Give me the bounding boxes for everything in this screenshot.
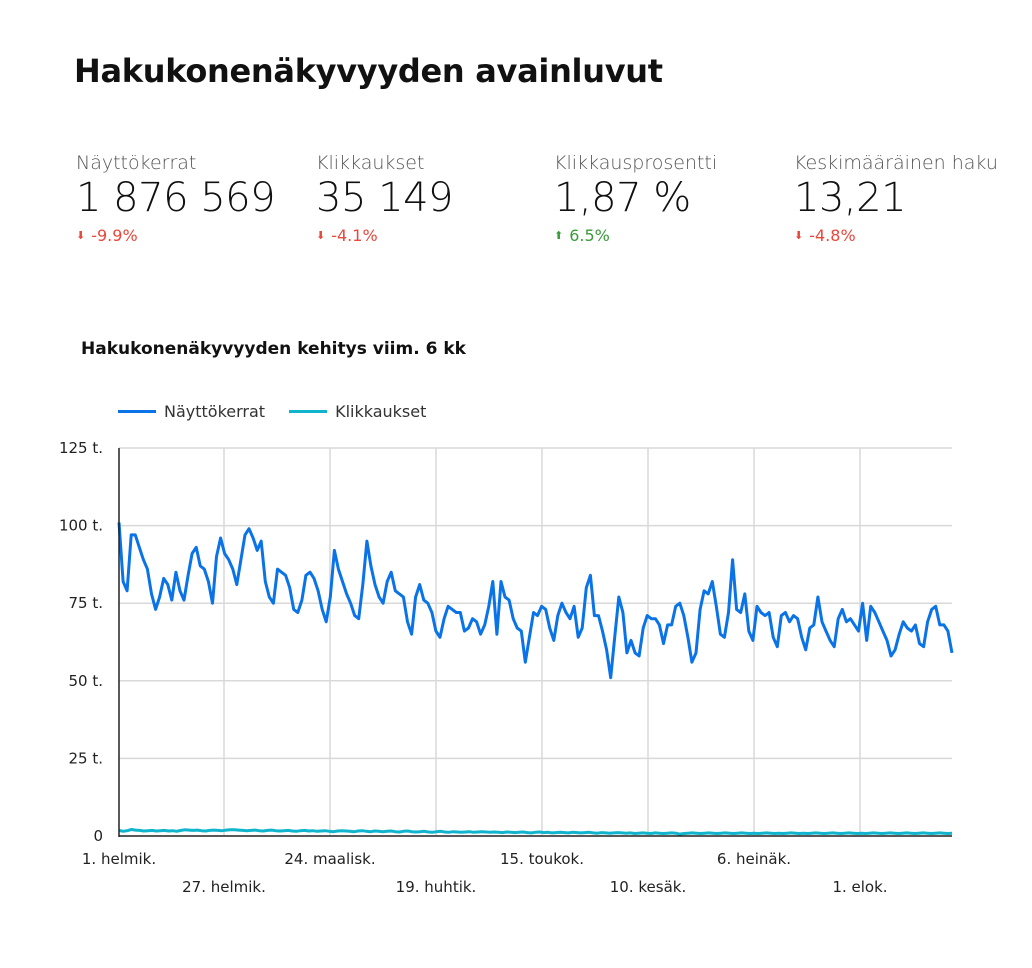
kpi-change-value: -4.1% [331,226,378,245]
x-tick-label: 24. maalisk. [284,850,375,868]
kpi-label: Klikkaukset [316,152,425,174]
series-impressions-line [117,522,954,680]
legend-swatch-icon [118,410,156,413]
x-tick-label: 6. heinäk. [717,850,791,868]
kpi-change-value: 6.5% [569,226,610,245]
kpi-value: 35 149 [316,175,453,221]
kpi-label: Keskimääräinen haku [794,152,998,174]
kpi-change: ⬇ -9.9% [76,226,275,245]
legend-label: Klikkaukset [335,402,427,421]
kpi-change: ⬆ 6.5% [554,226,717,245]
kpi-change-value: -9.9% [91,226,138,245]
kpi-ctr: Klikkausprosentti 1,87 % ⬆ 6.5% [554,152,717,245]
y-tick-label: 50 t. [68,672,103,690]
kpi-avg-position: Keskimääräinen haku 13,21 ⬇ -4.8% [794,152,998,245]
kpi-change: ⬇ -4.8% [794,226,998,245]
x-tick-label: 10. kesäk. [610,878,686,896]
chart-title: Hakukonenäkyvyyden kehitys viim. 6 kk [81,339,466,359]
legend-label: Näyttökerrat [164,402,266,421]
kpi-value: 1,87 % [554,175,691,221]
arrow-down-icon: ⬇ [76,229,86,242]
y-tick-label: 75 t. [68,594,103,612]
kpi-label: Näyttökerrat [76,152,197,174]
x-tick-label: 15. toukok. [500,850,584,868]
x-tick-label: 19. huhtik. [396,878,477,896]
page-title: Hakukonenäkyvyyden avainluvut [74,52,663,90]
x-tick-label: 1. elok. [832,878,887,896]
y-tick-label: 125 t. [59,439,103,457]
y-tick-label: 0 [93,827,103,845]
kpi-clicks: Klikkaukset 35 149 ⬇ -4.1% [316,152,453,245]
series-clicks-line [118,828,953,836]
arrow-up-icon: ⬆ [554,229,564,242]
arrow-down-icon: ⬇ [794,229,804,242]
chart-legend: Näyttökerrat Klikkaukset [118,402,426,421]
arrow-down-icon: ⬇ [316,229,326,242]
x-tick-label: 1. helmik. [82,850,156,868]
y-tick-label: 25 t. [68,749,103,767]
kpi-value: 1 876 569 [76,175,276,221]
kpi-change-value: -4.8% [809,226,856,245]
legend-item-clicks[interactable]: Klikkaukset [289,402,426,421]
kpi-change: ⬇ -4.1% [316,226,453,245]
legend-item-impressions[interactable]: Näyttökerrat [118,402,265,421]
x-tick-label: 27. helmik. [182,878,266,896]
kpi-impressions: Näyttökerrat 1 876 569 ⬇ -9.9% [76,152,276,245]
kpi-value: 13,21 [794,175,907,221]
kpi-label: Klikkausprosentti [554,152,718,174]
y-tick-label: 100 t. [59,517,103,535]
legend-swatch-icon [289,410,328,413]
